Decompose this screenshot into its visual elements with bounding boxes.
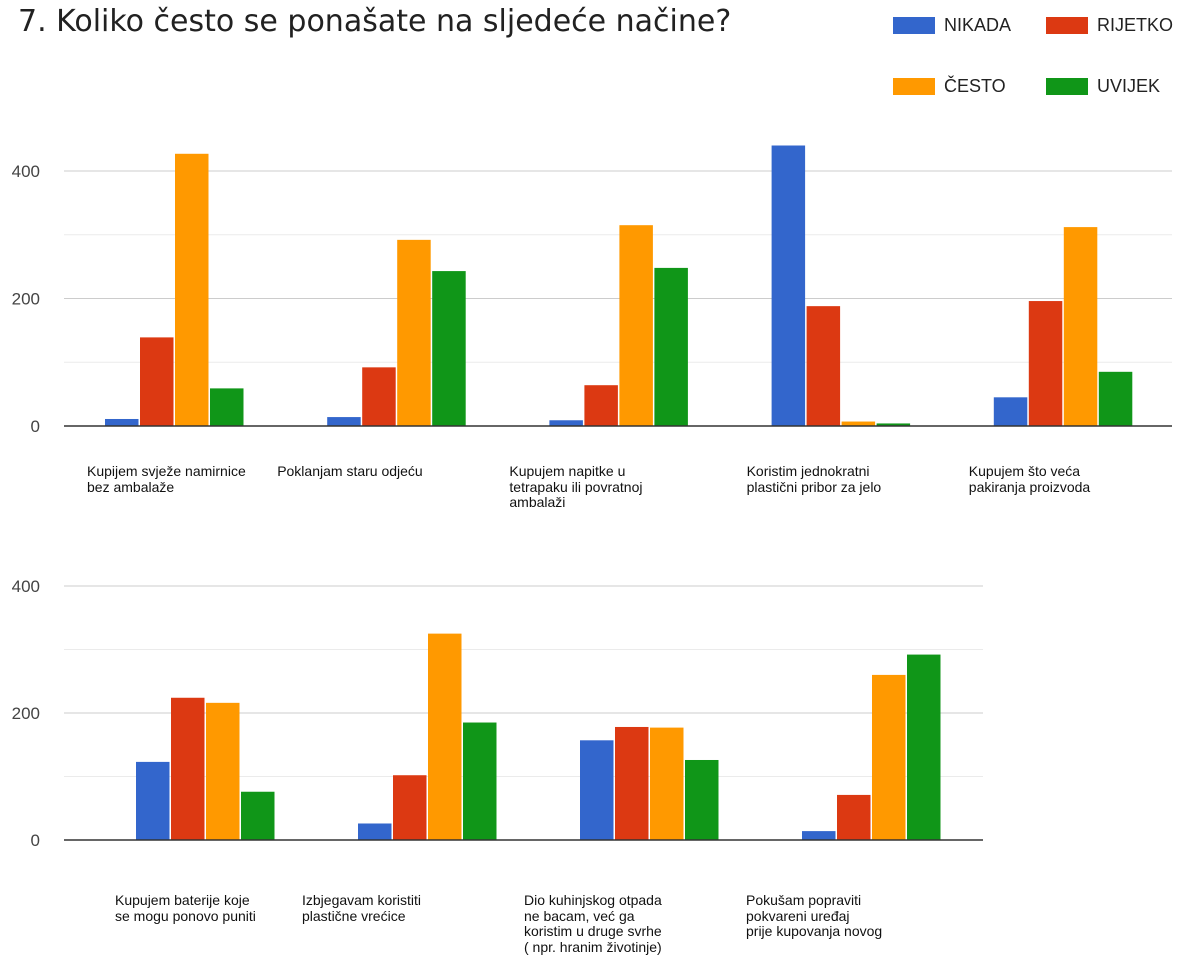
category-label: Kupujem napitke u tetrapaku ili povratno… — [509, 463, 643, 510]
bar-rijetko-1 — [140, 337, 174, 426]
y-tick-label: 200 — [12, 290, 40, 309]
bar-rijetko-3 — [584, 385, 618, 426]
bar-cesto-5 — [1063, 227, 1098, 426]
bar-rijetko-2 — [393, 775, 427, 840]
category-label: Kupujem što veća pakiranja proizvoda — [968, 463, 1091, 495]
bar-uvijek-3 — [685, 759, 719, 840]
y-tick-label: 0 — [31, 417, 40, 436]
bar-cesto-1 — [206, 702, 240, 840]
bar-rijetko-1 — [171, 697, 205, 840]
bar-uvijek-2 — [463, 722, 497, 840]
legend-swatch-rijetko — [1046, 17, 1088, 34]
bar-cesto-3 — [650, 727, 684, 840]
bar-nikada-2 — [358, 823, 392, 840]
legend-label-rijetko: RIJETKO — [1097, 15, 1174, 35]
bar-rijetko-4 — [806, 306, 841, 426]
bar-uvijek-2 — [432, 271, 466, 426]
y-tick-label: 400 — [12, 162, 40, 181]
legend-label-nikada: NIKADA — [944, 15, 1012, 35]
bar-uvijek-5 — [1098, 371, 1133, 426]
bar-chart-2: 0 200 400 — [12, 577, 983, 850]
category-label: Dio kuhinjskog otpada ne bacam, već ga k… — [524, 892, 662, 955]
bar-nikada-2 — [327, 417, 361, 426]
legend-swatch-uvijek — [1046, 78, 1088, 95]
category-label: Izbjegavam koristiti plastične vrećice — [302, 892, 422, 924]
bar-nikada-3 — [580, 740, 614, 840]
chart-title: 7. Koliko često se ponašate na sljedeće … — [18, 4, 732, 39]
category-label: Koristim jednokratni plastični pribor za… — [746, 463, 882, 495]
category-label: Kupijem svježe namirnice bez ambalaže — [87, 463, 246, 495]
bar-rijetko-4 — [837, 794, 871, 840]
legend-item-rijetko: RIJETKO — [1046, 15, 1173, 36]
legend-swatch-nikada — [893, 17, 935, 34]
legend-item-cesto: ČESTO — [893, 76, 1006, 97]
category-label: Poklanjam staru odjeću — [277, 463, 423, 479]
bar-rijetko-3 — [615, 726, 649, 840]
bar-uvijek-4 — [907, 654, 941, 840]
bar-cesto-4 — [872, 674, 906, 840]
bar-cesto-2 — [397, 239, 431, 426]
bar-uvijek-1 — [241, 791, 275, 840]
bar-cesto-4 — [841, 421, 876, 426]
category-label: Kupujem baterije koje se mogu ponovo pun… — [115, 892, 256, 924]
legend-item-nikada: NIKADA — [893, 15, 1011, 36]
bar-nikada-1 — [105, 418, 139, 426]
bar-nikada-3 — [549, 420, 583, 426]
y-tick-label: 200 — [12, 704, 40, 723]
y-tick-label: 0 — [31, 831, 40, 850]
bar-cesto-2 — [428, 633, 462, 840]
bar-rijetko-5 — [1028, 301, 1063, 426]
bar-nikada-4 — [771, 145, 806, 426]
legend-label-uvijek: UVIJEK — [1097, 76, 1161, 96]
bar-cesto-1 — [175, 153, 209, 426]
bar-nikada-5 — [993, 397, 1028, 426]
bar-chart-1: 0 200 400 — [12, 145, 1172, 436]
bar-uvijek-4 — [876, 423, 911, 426]
legend-label-cesto: ČESTO — [944, 76, 1006, 96]
bar-uvijek-1 — [210, 388, 244, 426]
bar-nikada-1 — [136, 761, 170, 840]
category-label: Pokušam popraviti pokvareni uređaj prije… — [746, 892, 883, 939]
bar-nikada-4 — [802, 831, 836, 840]
legend-item-uvijek: UVIJEK — [1046, 76, 1160, 97]
legend-swatch-cesto — [893, 78, 935, 95]
bar-cesto-3 — [619, 225, 653, 426]
y-tick-label: 400 — [12, 577, 40, 596]
bar-uvijek-3 — [654, 267, 688, 426]
bar-rijetko-2 — [362, 367, 396, 426]
